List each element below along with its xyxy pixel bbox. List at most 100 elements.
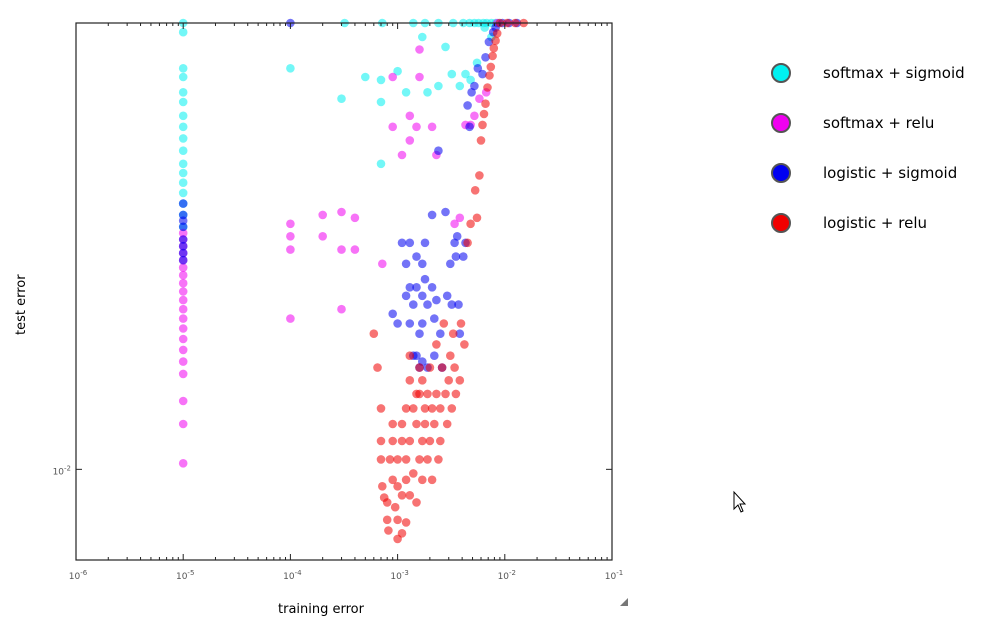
data-point bbox=[447, 69, 457, 79]
data-point bbox=[405, 436, 415, 446]
data-point bbox=[470, 111, 479, 121]
labels-layer: 10-6 10-5 10-4 10-3 10-2 10-1 10-2 bbox=[53, 464, 624, 582]
data-point bbox=[455, 213, 465, 223]
data-point bbox=[178, 459, 188, 468]
data-point bbox=[361, 72, 370, 82]
data-point bbox=[178, 369, 188, 379]
data-point bbox=[318, 232, 328, 241]
data-point bbox=[286, 232, 295, 241]
data-point bbox=[488, 51, 497, 61]
data-point bbox=[405, 491, 415, 500]
data-point bbox=[418, 319, 427, 328]
data-point bbox=[382, 515, 392, 525]
data-point bbox=[178, 122, 188, 132]
data-point bbox=[452, 232, 462, 241]
data-point bbox=[350, 213, 360, 223]
data-point bbox=[420, 238, 430, 248]
data-point bbox=[479, 109, 489, 119]
data-point bbox=[463, 238, 472, 248]
data-point bbox=[463, 101, 472, 110]
data-point bbox=[369, 329, 379, 339]
data-point bbox=[178, 334, 188, 344]
plot-frame bbox=[75, 22, 613, 561]
data-point bbox=[423, 389, 432, 399]
data-point bbox=[423, 88, 432, 97]
data-point bbox=[178, 199, 188, 208]
x-axis-title: training error bbox=[278, 602, 365, 617]
data-point bbox=[450, 238, 459, 248]
data-point bbox=[418, 475, 427, 485]
data-point bbox=[393, 482, 402, 491]
data-point bbox=[425, 436, 435, 446]
data-point bbox=[478, 69, 487, 79]
data-point bbox=[178, 178, 188, 187]
data-point bbox=[430, 314, 439, 323]
data-point bbox=[415, 363, 424, 372]
data-point bbox=[376, 404, 386, 413]
data-point bbox=[405, 319, 415, 328]
data-point bbox=[430, 419, 439, 429]
data-point bbox=[178, 396, 188, 406]
data-point bbox=[178, 419, 188, 429]
data-point bbox=[397, 238, 407, 248]
data-point bbox=[441, 207, 450, 217]
data-point bbox=[415, 455, 424, 464]
data-point bbox=[485, 71, 494, 80]
data-point bbox=[178, 134, 188, 143]
data-point bbox=[178, 255, 188, 265]
data-point bbox=[412, 283, 421, 292]
legend-marker bbox=[771, 213, 791, 233]
data-point bbox=[401, 518, 411, 527]
data-point bbox=[470, 81, 479, 91]
data-point bbox=[481, 53, 490, 62]
data-point bbox=[420, 419, 430, 429]
data-point bbox=[388, 475, 398, 485]
mouse-cursor-icon bbox=[733, 490, 747, 513]
data-point bbox=[492, 29, 502, 38]
data-point bbox=[451, 389, 461, 399]
data-point bbox=[178, 168, 188, 178]
data-point bbox=[427, 404, 437, 413]
data-point bbox=[405, 136, 415, 145]
data-point bbox=[401, 455, 411, 464]
ticks-layer bbox=[75, 23, 613, 560]
data-point bbox=[178, 304, 188, 314]
data-point bbox=[420, 404, 430, 413]
legend-label: softmax + sigmoid bbox=[823, 64, 965, 82]
data-point bbox=[286, 245, 295, 254]
resize-grip-icon[interactable] bbox=[620, 598, 628, 606]
data-point bbox=[484, 37, 494, 47]
data-point bbox=[376, 436, 386, 446]
data-point bbox=[412, 498, 421, 507]
data-point bbox=[481, 99, 490, 108]
data-point bbox=[384, 526, 393, 535]
data-point bbox=[418, 291, 427, 301]
data-point bbox=[376, 159, 386, 169]
data-point bbox=[350, 245, 360, 254]
data-point bbox=[418, 32, 427, 42]
data-point bbox=[434, 81, 443, 91]
data-point bbox=[178, 345, 188, 355]
data-point bbox=[178, 159, 188, 169]
data-point bbox=[454, 300, 463, 309]
tick-label: 10-2 bbox=[53, 464, 71, 477]
data-point bbox=[418, 376, 427, 385]
data-point bbox=[460, 340, 469, 349]
data-point bbox=[388, 419, 398, 429]
data-point bbox=[491, 36, 500, 45]
data-point bbox=[178, 146, 188, 155]
data-point bbox=[378, 259, 387, 269]
data-point bbox=[475, 94, 484, 103]
legend-label: logistic + sigmoid bbox=[823, 164, 957, 182]
data-point bbox=[470, 186, 480, 195]
data-point bbox=[397, 529, 407, 538]
tick-label: 10-4 bbox=[283, 569, 302, 582]
data-point bbox=[401, 475, 411, 485]
data-point bbox=[337, 245, 346, 254]
data-point bbox=[409, 300, 418, 309]
data-point bbox=[397, 150, 407, 160]
tick-label: 10-2 bbox=[498, 569, 516, 582]
data-point bbox=[446, 259, 455, 269]
data-point bbox=[382, 498, 392, 507]
